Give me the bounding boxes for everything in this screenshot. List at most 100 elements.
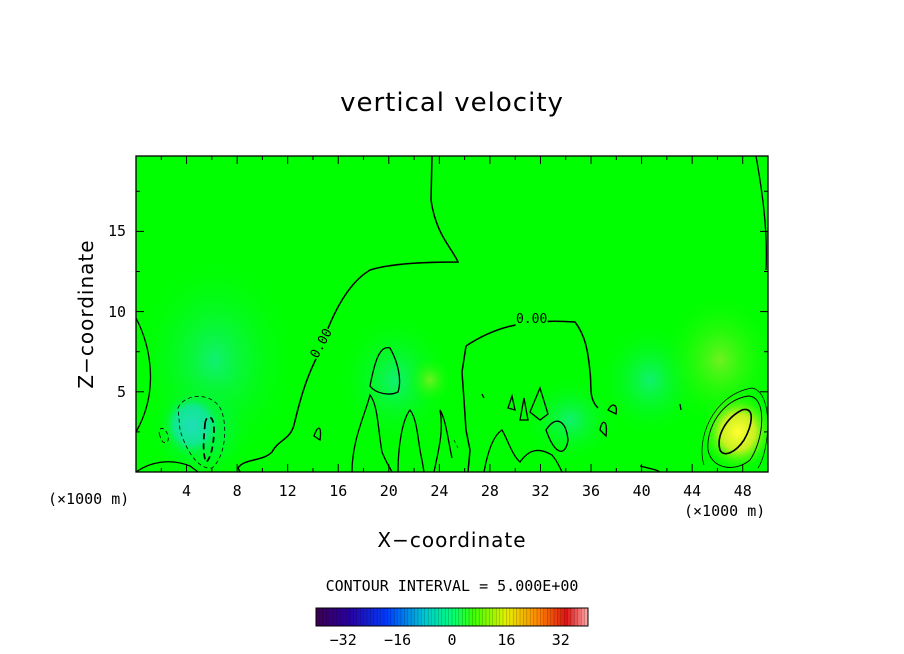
svg-text:0.00: 0.00 (516, 312, 547, 327)
x-tick-label: 48 (733, 482, 752, 500)
colorbar-swatch (567, 608, 572, 626)
colorbar-swatch (438, 608, 443, 626)
contour-label: 0.00 (515, 311, 548, 328)
colorbar-swatch (499, 608, 504, 626)
colorbar-swatch (316, 608, 320, 626)
colorbar-swatch (435, 608, 439, 626)
contour-interval-text: CONTOUR INTERVAL = 5.000E+00 (325, 577, 579, 595)
colorbar-swatch (367, 608, 371, 626)
x-tick-label: 20 (379, 482, 398, 500)
colorbar-tick-label: −32 (329, 631, 357, 649)
colorbar-swatch (465, 608, 470, 626)
contour-lines (136, 156, 768, 472)
x-tick-label: 32 (531, 482, 550, 500)
colorbar-swatch (503, 608, 507, 626)
colorbar-swatch (496, 608, 500, 626)
colorbar-swatch (322, 608, 327, 626)
colorbar-swatch (560, 608, 565, 626)
y-tick-label: 15 (107, 222, 126, 241)
colorbar-swatch (404, 608, 409, 626)
colorbar-swatch (509, 608, 514, 626)
colorbar-swatch (469, 608, 473, 626)
x-tick-label: 36 (582, 482, 601, 500)
colorbar-swatch (397, 608, 402, 626)
colorbar-swatch (339, 608, 344, 626)
colorbar-swatch (390, 608, 395, 626)
x-tick-label: 4 (182, 482, 192, 500)
contour-label-group: 0.00 0.00 (307, 311, 548, 362)
colorbar-swatch (506, 608, 511, 626)
colorbar-swatch (540, 608, 545, 626)
colorbar-swatch (513, 608, 517, 626)
colorbar-swatch (475, 608, 480, 626)
colorbar-swatch (462, 608, 466, 626)
colorbar-swatch (530, 608, 534, 626)
plot-frame (135, 155, 769, 473)
colorbar-swatch (516, 608, 521, 626)
x-tick-label: 16 (329, 482, 348, 500)
colorbar-swatch (526, 608, 531, 626)
colorbar-swatch (421, 608, 426, 626)
colorbar-swatch (452, 608, 456, 626)
colorbar-swatch (377, 608, 381, 626)
colorbar-swatch (414, 608, 419, 626)
colorbar-swatch (533, 608, 538, 626)
colorbar-swatch (550, 608, 555, 626)
colorbar-swatch (479, 608, 483, 626)
colorbar-swatch (571, 608, 575, 626)
colorbar-swatch (370, 608, 375, 626)
colorbar-swatch (581, 608, 585, 626)
x-tick-label: 24 (430, 482, 449, 500)
y-units-label: (×1000 m) (48, 490, 130, 508)
colorbar-swatch (394, 608, 398, 626)
colorbar-swatch (543, 608, 548, 626)
colorbar-swatch (482, 608, 487, 626)
colorbar-tick-label: −16 (384, 631, 412, 649)
y-axis-ticks (136, 190, 768, 433)
chart-title: vertical velocity (340, 88, 564, 118)
colorbar-swatch (472, 608, 477, 626)
colorbar-swatch (418, 608, 422, 626)
colorbar-tick-label: 0 (447, 631, 457, 649)
colorbar-swatch (577, 608, 582, 626)
colorbar-swatch (458, 608, 463, 626)
colorbar-swatch (356, 608, 361, 626)
x-tick-label: 40 (632, 482, 651, 500)
colorbar-swatch (445, 608, 449, 626)
colorbar-swatch (384, 608, 388, 626)
colorbar-swatch (373, 608, 378, 626)
colorbar-swatch (329, 608, 334, 626)
colorbar-swatch (319, 608, 324, 626)
y-tick-label: 10 (107, 302, 126, 321)
x-tick-label: 12 (278, 482, 297, 500)
colorbar-swatch (401, 608, 405, 626)
colorbar-swatch (448, 608, 453, 626)
colorbar-swatch (486, 608, 490, 626)
colorbar-swatch (346, 608, 351, 626)
colorbar-swatch (547, 608, 551, 626)
colorbar-swatch (336, 608, 341, 626)
colorbar-swatch (428, 608, 432, 626)
colorbar-tick-label: 16 (497, 631, 516, 649)
colorbar-swatch (411, 608, 415, 626)
colorbar-swatch (353, 608, 358, 626)
colorbar-swatch (520, 608, 524, 626)
colorbar-swatch (523, 608, 528, 626)
colorbar-swatch (343, 608, 347, 626)
colorbar-swatch (387, 608, 392, 626)
colorbar-swatch (492, 608, 497, 626)
x-units-label: (×1000 m) (684, 502, 766, 520)
x-axis-label: X−coordinate (377, 528, 527, 552)
colorbar-swatch (489, 608, 494, 626)
colorbar-swatch (424, 608, 429, 626)
colorbar-swatch (360, 608, 364, 626)
colorbar-swatch (363, 608, 368, 626)
y-tick-label: 5 (116, 382, 126, 401)
colorbar-swatch (350, 608, 354, 626)
colorbar-swatch (584, 608, 589, 626)
x-tick-label: 44 (683, 482, 702, 500)
colorbar-swatch (455, 608, 460, 626)
colorbar-tick-label: 32 (551, 631, 570, 649)
colorbar-swatch (431, 608, 436, 626)
velocity-field (136, 156, 768, 472)
